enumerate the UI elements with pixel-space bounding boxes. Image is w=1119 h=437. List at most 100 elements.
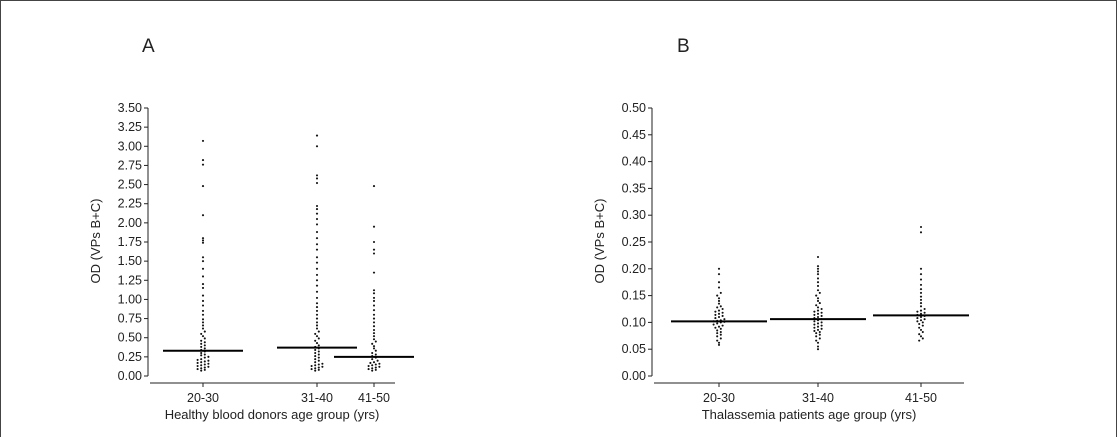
data-point <box>367 365 370 368</box>
data-point <box>371 367 374 370</box>
data-point <box>315 327 319 330</box>
data-point <box>820 307 823 311</box>
data-point <box>717 297 721 300</box>
data-point <box>818 302 821 305</box>
data-point <box>203 368 206 371</box>
data-point <box>315 237 319 240</box>
x-tick-label: 20-30 <box>703 391 735 405</box>
data-point <box>717 315 721 319</box>
data-point <box>717 286 721 289</box>
data-point <box>816 345 820 348</box>
data-point <box>315 267 319 270</box>
data-point <box>201 318 205 321</box>
x-tick-label: 41-50 <box>358 391 390 405</box>
y-tick-label: 3.50 <box>118 101 142 115</box>
data-point <box>919 298 923 301</box>
data-point <box>372 345 376 348</box>
data-point <box>815 332 818 335</box>
data-point <box>315 284 319 287</box>
data-point <box>200 364 203 367</box>
data-point <box>317 330 320 333</box>
data-point <box>372 252 376 255</box>
data-point <box>203 341 206 344</box>
data-point <box>816 341 820 344</box>
y-tick-label: 1.00 <box>118 292 142 306</box>
data-point <box>717 273 721 276</box>
data-point <box>921 321 924 324</box>
data-point <box>916 320 919 323</box>
data-point <box>816 328 820 331</box>
data-point <box>201 313 205 316</box>
data-point <box>716 306 719 309</box>
data-point <box>921 331 924 334</box>
data-point <box>714 326 717 329</box>
data-point <box>717 309 721 312</box>
data-point <box>314 367 317 370</box>
data-point <box>200 351 203 355</box>
data-point <box>372 329 376 332</box>
data-point <box>310 368 313 371</box>
data-point <box>196 361 199 365</box>
data-point <box>315 273 319 276</box>
data-point <box>813 323 816 326</box>
data-point <box>200 369 203 372</box>
data-point <box>919 328 923 331</box>
data-point <box>321 365 324 368</box>
y-tick-label: 0.50 <box>622 101 646 115</box>
y-tick-label: 0.75 <box>118 312 142 326</box>
data-point <box>716 294 719 297</box>
data-point <box>315 223 319 226</box>
data-point <box>317 356 320 359</box>
data-point <box>314 364 317 367</box>
data-point <box>201 335 205 338</box>
data-point <box>372 296 376 299</box>
data-point <box>716 335 719 338</box>
data-point <box>717 267 721 270</box>
data-point <box>317 366 320 369</box>
data-point <box>716 329 719 332</box>
data-point <box>201 239 205 242</box>
data-point <box>816 315 820 319</box>
y-tick-label: 0.20 <box>622 262 646 276</box>
data-point <box>721 324 724 327</box>
data-point <box>200 361 203 364</box>
data-point <box>919 278 923 281</box>
data-point <box>203 344 206 347</box>
data-point <box>820 324 823 327</box>
data-point <box>371 364 374 367</box>
data-point <box>314 369 317 372</box>
data-point <box>369 361 372 365</box>
y-tick-label: 1.75 <box>118 235 142 249</box>
y-tick-label: 1.25 <box>118 273 142 287</box>
data-point <box>315 261 319 264</box>
data-point <box>314 348 317 352</box>
data-point <box>374 363 377 366</box>
data-point <box>201 324 205 327</box>
data-point <box>719 333 722 336</box>
data-point <box>919 315 923 319</box>
panel-a-y-axis-title: OD (VPs B+C) <box>88 199 103 284</box>
data-point <box>716 339 719 342</box>
data-point <box>816 312 820 315</box>
data-point <box>372 185 376 188</box>
data-point <box>919 335 923 338</box>
data-point <box>816 265 820 268</box>
data-point <box>372 338 376 341</box>
data-point <box>374 368 377 371</box>
data-point <box>315 248 319 251</box>
data-point <box>723 318 726 321</box>
data-point <box>818 337 821 340</box>
data-point <box>371 369 374 372</box>
data-point <box>201 286 205 289</box>
data-point <box>315 321 319 324</box>
data-point <box>315 324 319 327</box>
data-point <box>200 358 203 361</box>
data-point <box>919 273 923 276</box>
data-point <box>712 323 715 326</box>
data-point <box>919 312 923 315</box>
data-point <box>816 277 820 280</box>
data-point <box>372 317 376 320</box>
data-point <box>815 294 818 297</box>
data-point <box>815 304 818 307</box>
